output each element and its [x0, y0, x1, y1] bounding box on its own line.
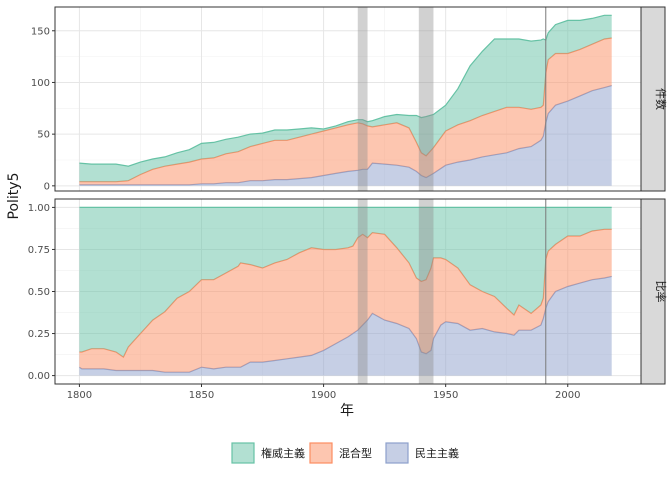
area-authoritarian — [79, 207, 612, 358]
y-tick-label: 0 — [44, 181, 50, 192]
shaded-period — [418, 199, 434, 384]
area-mixed — [79, 38, 612, 185]
y-axis-title: Polity5 — [6, 173, 22, 220]
x-tick-label: 1850 — [189, 390, 214, 401]
y-tick-label: 0.25 — [28, 329, 50, 340]
legend: 権威主義 混合型 民主主義 — [231, 442, 459, 464]
x-tick-label: 1900 — [311, 390, 336, 401]
area-authoritarian — [79, 15, 612, 182]
facet-strip-label: 比率 — [654, 281, 668, 303]
facet-strip — [640, 6, 666, 192]
legend-item-democracy: 民主主義 — [385, 442, 459, 464]
x-tick-label: 1800 — [67, 390, 92, 401]
y-tick-label: 1.00 — [28, 203, 50, 214]
shaded-period — [357, 199, 368, 384]
line-authoritarian — [79, 14, 612, 167]
legend-key-mixed — [309, 442, 333, 464]
panel-ratio: 0.00 0.25 0.50 0.75 1.00 比率 — [28, 198, 668, 385]
legend-label-mixed: 混合型 — [339, 446, 372, 460]
panel-count: 0 50 100 150 件数 — [31, 6, 667, 192]
shaded-period — [418, 7, 434, 191]
facet-strip — [640, 198, 666, 385]
legend-key-democracy — [385, 442, 409, 464]
area-democracy — [79, 276, 612, 376]
y-tick-label: 150 — [31, 26, 50, 37]
chart-panels: 0 50 100 150 件数 0.00 0.25 0.50 0.75 1.00 比率 — [28, 6, 668, 385]
legend-key-authoritarian — [231, 442, 255, 464]
y-tick-label: 0.75 — [28, 245, 50, 256]
facet-strip-label: 件数 — [654, 88, 667, 110]
area-mixed — [79, 229, 612, 373]
shaded-period — [357, 7, 368, 191]
x-axis: 1800 1850 1900 1950 2000 — [67, 384, 580, 401]
y-tick-label: 50 — [37, 130, 50, 141]
legend-label-authoritarian: 権威主義 — [261, 446, 305, 460]
legend-label-democracy: 民主主義 — [415, 446, 459, 460]
legend-item-authoritarian: 権威主義 — [231, 442, 305, 464]
y-tick-label: 100 — [31, 78, 50, 89]
x-axis-title: 年 — [340, 403, 354, 419]
x-tick-label: 2000 — [555, 390, 580, 401]
area-democracy — [79, 85, 612, 186]
legend-item-mixed: 混合型 — [309, 442, 372, 464]
y-tick-label: 0.00 — [28, 371, 50, 382]
y-tick-label: 0.50 — [28, 287, 50, 298]
x-tick-label: 1950 — [433, 390, 458, 401]
